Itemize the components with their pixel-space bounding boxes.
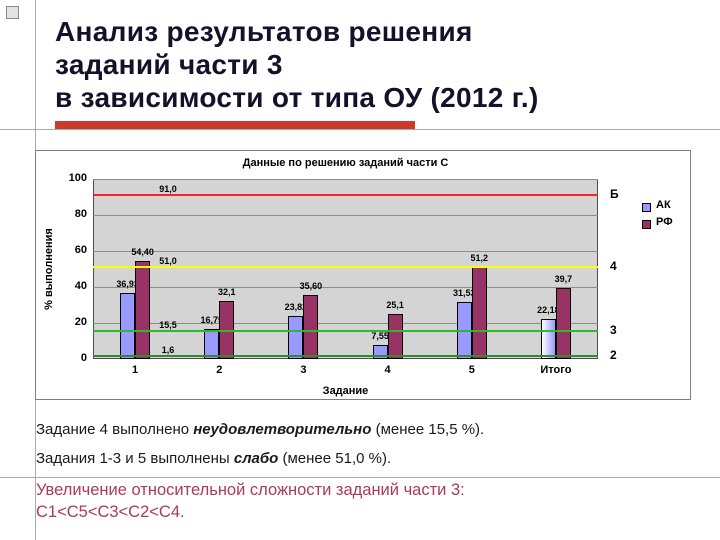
reference-line-2 [93,355,598,358]
bar-РФ-3 [303,294,319,359]
x-axis-tick-label: 2 [216,364,223,376]
y-axis-tick-label: 60 [74,244,87,256]
grade-boundary-label: 3 [610,323,617,338]
bar-label-РФ-2: 32,1 [217,287,236,298]
legend-swatch-АК [642,203,651,212]
bar-label-АК-4: 7,55 [371,331,389,342]
conclusion-line-2: С1<С5<С3<С2<С4. [36,502,185,521]
title-line-1: Анализ результатов решения [55,16,473,47]
chart-gridline [93,251,598,252]
y-axis-tick-label: 0 [80,352,87,364]
y-axis-tick-label: 100 [68,172,87,184]
y-axis-tick-label: 80 [74,208,87,220]
legend-swatch-РФ [642,220,651,229]
conclusion-block: Увеличение относительной сложности задан… [36,480,465,524]
y-axis-tick-label: 40 [74,280,87,292]
bar-label-АК-5: 31,53 [452,288,476,299]
bar-РФ-5 [471,266,487,359]
grade-boundary-label: Б [610,187,619,202]
note-task4-text: Задание 4 выполнено [36,421,194,438]
grade-boundary-label: 4 [610,259,617,274]
bar-РФ-4 [387,313,403,359]
note-tasks-1-3-5: Задания 1-3 и 5 выполнены слабо (менее 5… [36,450,391,467]
note-tasks-text: Задания 1-3 и 5 выполнены [36,450,234,467]
bar-РФ-1 [135,261,151,359]
reference-line-label: 51,0 [159,256,177,267]
reference-line-label: 91,0 [159,184,177,195]
bar-label-АК-2: 16,75 [200,314,224,325]
legend-label-РФ: РФ [656,216,673,228]
y-axis-tick-label: 20 [74,316,87,328]
x-axis-tick-label: 1 [132,364,139,376]
x-axis-title: Задание [322,385,369,397]
y-axis-title: % выполнения [43,228,55,310]
title-line-3: в зависимости от типа ОУ (2012 г.) [55,81,539,113]
title-accent-bar [55,121,415,129]
reference-line-label: 1,6 [161,345,175,356]
bar-АК-2 [204,328,220,359]
note-tasks-emphasis: слабо [233,450,279,467]
chart-title: Данные по решению заданий части С [242,157,449,169]
template-corner-square [6,6,19,19]
note-task4: Задание 4 выполнено неудовлетворительно … [36,421,484,438]
chart-gridline [93,215,598,216]
footer-rule-line [0,477,720,478]
bar-АК-Итого [540,319,556,359]
x-axis-tick-label: 3 [300,364,307,376]
reference-line-label: 15,5 [159,320,177,331]
title-rule-line [0,129,720,130]
bar-label-АК-Итого: 22,18 [537,305,560,316]
title-line-2: заданий части 3 [55,48,283,80]
reference-line-4 [93,266,598,269]
legend-label-АК: АК [656,199,671,211]
note-task4-emphasis: неудовлетворительно [193,421,372,438]
reference-line-3 [93,330,598,333]
chart-plot-area [93,179,598,359]
bar-label-АК-3: 23,82 [284,302,308,313]
bar-label-РФ-1: 54,40 [131,247,154,258]
slide-title: Анализ результатов решения заданий части… [55,16,539,114]
conclusion-line-1: Увеличение относительной сложности задан… [36,481,465,499]
bar-label-РФ-Итого: 39,7 [554,273,573,284]
note-tasks-threshold: (менее 51,0 %). [278,450,392,467]
chart-gridline [93,287,598,288]
bar-label-АК-1: 36,93 [116,278,139,289]
bar-label-РФ-4: 25,1 [386,299,404,310]
bar-chart: 36,93 54,40 1 16,75 32,1 2 23,82 35,60 3 7,55 25,1… [35,150,691,400]
bar-РФ-Итого [555,287,571,359]
bar-АК-3 [288,316,304,359]
bar-label-РФ-3: 35,60 [299,280,323,291]
x-axis-tick-label: Итого [540,364,572,376]
x-axis-tick-label: 4 [384,364,391,376]
bar-label-РФ-5: 51,2 [470,252,489,263]
chart-gridline [93,179,598,180]
grade-boundary-label: 2 [610,348,617,363]
reference-line-Б [93,194,598,197]
note-task4-threshold: (менее 15,5 %). [371,421,485,438]
bar-АК-1 [120,292,136,359]
x-axis-tick-label: 5 [468,364,475,376]
chart-gridline [93,323,598,324]
